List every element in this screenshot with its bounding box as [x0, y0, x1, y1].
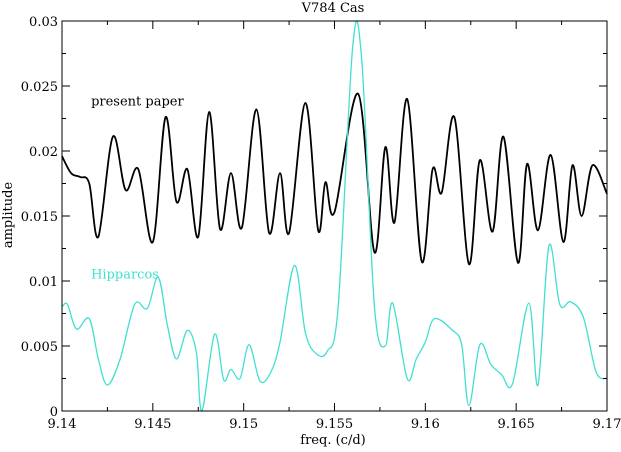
y-tick-label: 0.01 — [29, 275, 58, 290]
x-axis-label: freq. (c/d) — [300, 433, 365, 448]
x-tick-label: 9.145 — [134, 417, 171, 432]
x-tick-label: 9.165 — [498, 417, 535, 432]
x-tick-label: 9.14 — [48, 417, 77, 432]
chart-title: V784 Cas — [301, 1, 365, 16]
plot-frame — [61, 20, 608, 412]
x-tick-label: 9.155 — [316, 417, 353, 432]
series-annotations: present paper Hipparcos — [91, 95, 184, 283]
y-tick-label: 0.03 — [29, 15, 58, 30]
y-tick-label: 0.02 — [29, 145, 58, 160]
y-tick-label: 0.025 — [21, 80, 58, 95]
y-tick-label: 0 — [50, 405, 58, 420]
y-tick-label: 0.015 — [21, 210, 58, 225]
y-tick-label: 0.005 — [21, 340, 58, 355]
x-tick-label: 9.17 — [593, 417, 621, 432]
annotation-present-paper: present paper — [91, 95, 184, 110]
series-line-present-paper — [61, 92, 608, 266]
x-tick-label: 9.15 — [229, 417, 258, 432]
plot-series — [61, 20, 608, 412]
y-axis: 0 0.005 0.01 0.015 0.02 0.025 0.03 — [21, 15, 607, 420]
y-axis-label: amplitude — [1, 182, 16, 249]
x-tick-label: 9.16 — [411, 417, 440, 432]
annotation-hipparcos: Hipparcos — [91, 267, 159, 282]
series-line-hipparcos — [61, 20, 608, 412]
x-axis: 9.14 9.145 9.15 9.155 9.16 9.165 9.17 — [48, 21, 621, 432]
